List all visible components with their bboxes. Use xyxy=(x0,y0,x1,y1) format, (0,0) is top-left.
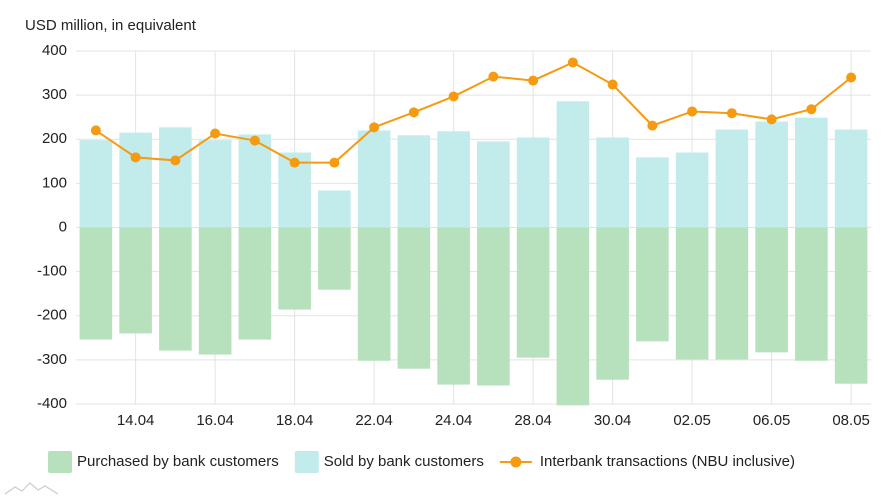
line-point xyxy=(448,91,459,102)
bar xyxy=(79,140,113,228)
bar xyxy=(636,157,669,228)
line-point xyxy=(210,128,221,139)
bar xyxy=(795,227,828,361)
y-tick-label: -100 xyxy=(37,263,67,280)
logo xyxy=(4,482,59,495)
line-point xyxy=(607,79,618,90)
line-point xyxy=(289,157,300,168)
grid xyxy=(76,50,871,405)
bar xyxy=(556,101,590,228)
bar xyxy=(556,227,590,406)
y-axis-label: USD million, in equivalent xyxy=(25,17,197,34)
x-tick-label: 18.04 xyxy=(276,412,314,429)
line-point xyxy=(528,75,539,86)
bar xyxy=(357,227,391,361)
x-tick-label: 14.04 xyxy=(117,412,155,429)
bar xyxy=(596,227,629,380)
line-point xyxy=(369,122,380,133)
line-point xyxy=(90,125,101,136)
bar xyxy=(357,130,391,228)
y-tick-label: -300 xyxy=(37,351,67,368)
bar xyxy=(437,227,470,385)
bar xyxy=(119,132,152,228)
bar xyxy=(238,227,272,340)
line-point xyxy=(170,155,181,166)
line-point xyxy=(647,120,658,131)
bar xyxy=(675,152,709,228)
y-tick-label: 400 xyxy=(42,42,67,59)
y-tick-label: 200 xyxy=(42,130,67,147)
legend-label: Purchased by bank customers xyxy=(77,453,279,470)
bar xyxy=(636,227,669,342)
bar xyxy=(278,227,311,310)
line-point xyxy=(806,104,817,115)
bar xyxy=(516,227,550,358)
line-point xyxy=(687,106,698,117)
bar xyxy=(198,140,232,228)
bar xyxy=(397,135,431,228)
y-tick-label: -200 xyxy=(37,307,67,324)
line-point xyxy=(130,152,141,163)
y-tick-label: 100 xyxy=(42,174,67,191)
bar xyxy=(755,121,788,228)
x-tick-label: 30.04 xyxy=(594,412,632,429)
x-tick-label: 06.05 xyxy=(753,412,791,429)
x-tick-label: 24.04 xyxy=(435,412,473,429)
x-tick-label: 08.05 xyxy=(832,412,870,429)
y-tick-label: 300 xyxy=(42,86,67,103)
bar xyxy=(119,227,152,334)
x-tick-label: 28.04 xyxy=(514,412,552,429)
bar xyxy=(159,227,192,351)
bar xyxy=(238,134,272,228)
x-tick-label: 22.04 xyxy=(355,412,393,429)
bar xyxy=(715,129,749,228)
line-point xyxy=(567,57,578,68)
bar xyxy=(318,190,351,228)
bar xyxy=(516,137,550,228)
bar xyxy=(675,227,709,360)
line-point xyxy=(846,72,857,83)
bar xyxy=(318,227,351,290)
y-tick-label: 0 xyxy=(59,218,67,235)
legend-swatch xyxy=(48,451,72,473)
bar xyxy=(834,129,868,228)
bar xyxy=(715,227,749,360)
line-point xyxy=(249,135,260,146)
x-tick-label: 02.05 xyxy=(673,412,711,429)
bar xyxy=(397,227,431,369)
bar xyxy=(755,227,788,353)
bar xyxy=(477,227,510,386)
bar xyxy=(596,137,629,228)
bar xyxy=(795,117,828,228)
bar xyxy=(79,227,113,340)
line-point xyxy=(766,114,777,125)
line-point xyxy=(408,107,419,118)
bar xyxy=(437,131,470,228)
line-point xyxy=(329,157,340,168)
legend-swatch xyxy=(294,451,319,473)
y-tick-label: -400 xyxy=(37,395,67,412)
x-tick-label: 16.04 xyxy=(196,412,234,429)
legend-label: Sold by bank customers xyxy=(324,453,484,470)
legend-marker xyxy=(510,456,522,468)
bar xyxy=(477,141,510,228)
bar xyxy=(834,227,868,384)
line xyxy=(95,61,852,164)
legend-label: Interbank transactions (NBU inclusive) xyxy=(540,453,795,470)
bar xyxy=(198,227,232,355)
line-point xyxy=(488,71,499,82)
bar xyxy=(159,127,192,228)
line-point xyxy=(726,108,737,119)
